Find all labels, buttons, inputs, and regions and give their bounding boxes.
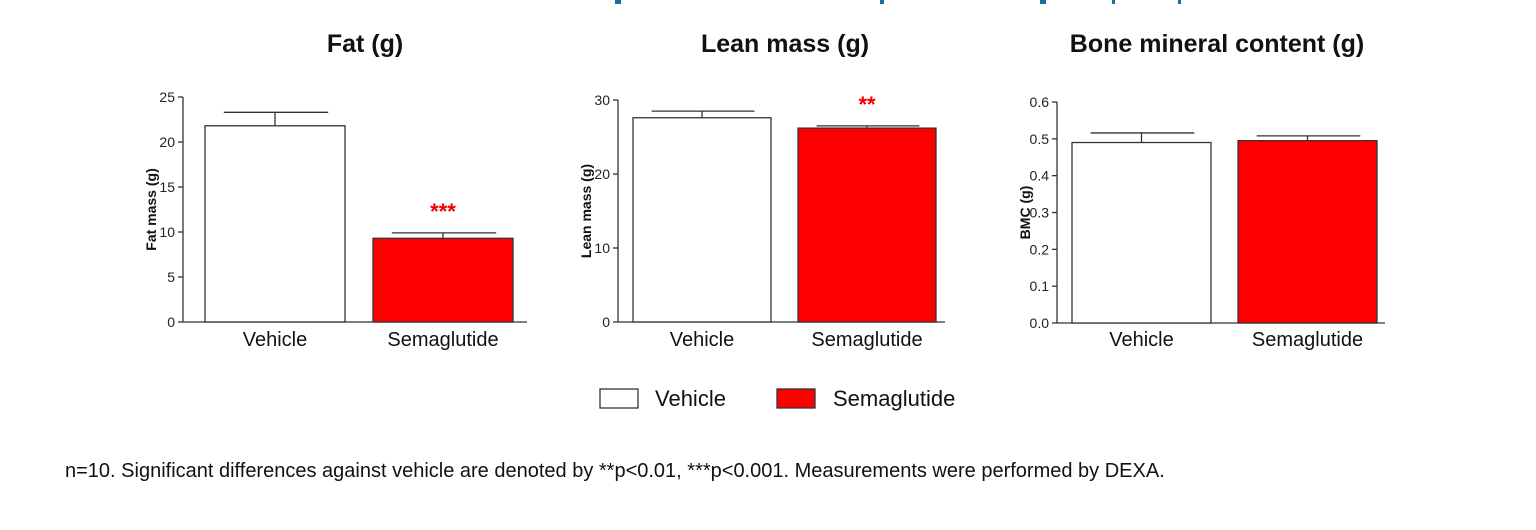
bar-semaglutide — [372, 237, 514, 323]
legend-swatch-vehicle — [599, 388, 639, 409]
cut-off-heading-fragment — [1112, 0, 1115, 4]
bar-vehicle — [1071, 141, 1212, 324]
bar-vehicle — [204, 125, 346, 323]
legend-swatch-semaglutide — [776, 388, 816, 409]
chart-title: Bone mineral content (g) — [1070, 30, 1364, 58]
chart-title: Lean mass (g) — [701, 30, 869, 58]
y-tick-label: 20 — [594, 166, 610, 182]
y-tick-label: 10 — [594, 240, 610, 256]
y-tick-label: 0 — [602, 314, 610, 330]
y-axis-label: Fat mass (g) — [143, 168, 159, 250]
y-tick-label: 0.4 — [1030, 168, 1050, 184]
significance-marker: *** — [430, 199, 456, 224]
cut-off-heading-fragment — [1178, 0, 1181, 4]
x-tick-label: Vehicle — [243, 329, 308, 351]
y-tick-label: 10 — [159, 224, 175, 240]
cut-off-heading-fragment — [615, 0, 621, 4]
y-tick-label: 0.5 — [1030, 131, 1050, 147]
y-tick-label: 20 — [159, 134, 175, 150]
x-tick-label: Semaglutide — [811, 329, 922, 351]
bar-semaglutide — [797, 127, 937, 323]
y-tick-label: 0.0 — [1030, 315, 1050, 331]
cut-off-heading-fragment — [880, 0, 884, 4]
y-tick-label: 0.2 — [1030, 241, 1050, 257]
x-tick-label: Vehicle — [1109, 329, 1174, 351]
y-axis-label: BMC (g) — [1017, 186, 1033, 240]
legend-label: Vehicle — [655, 386, 726, 411]
y-tick-label: 5 — [167, 269, 175, 285]
bar-vehicle — [632, 117, 772, 323]
x-tick-label: Semaglutide — [387, 329, 498, 351]
y-tick-label: 0.1 — [1030, 278, 1050, 294]
y-axis-label: Lean mass (g) — [578, 164, 594, 258]
x-tick-label: Semaglutide — [1252, 329, 1363, 351]
legend-label: Semaglutide — [833, 386, 955, 411]
y-tick-label: 25 — [159, 89, 175, 105]
y-tick-label: 15 — [159, 179, 175, 195]
chart-title: Fat (g) — [327, 30, 403, 58]
cut-off-heading-fragment — [1040, 0, 1046, 4]
y-tick-label: 0.6 — [1030, 94, 1050, 110]
y-tick-label: 30 — [594, 92, 610, 108]
y-tick-label: 0 — [167, 314, 175, 330]
y-tick-label: 0.3 — [1030, 205, 1050, 221]
footnote: n=10. Significant differences against ve… — [65, 460, 1165, 482]
bar-semaglutide — [1237, 140, 1378, 324]
significance-marker: ** — [858, 92, 876, 117]
x-tick-label: Vehicle — [670, 329, 735, 351]
